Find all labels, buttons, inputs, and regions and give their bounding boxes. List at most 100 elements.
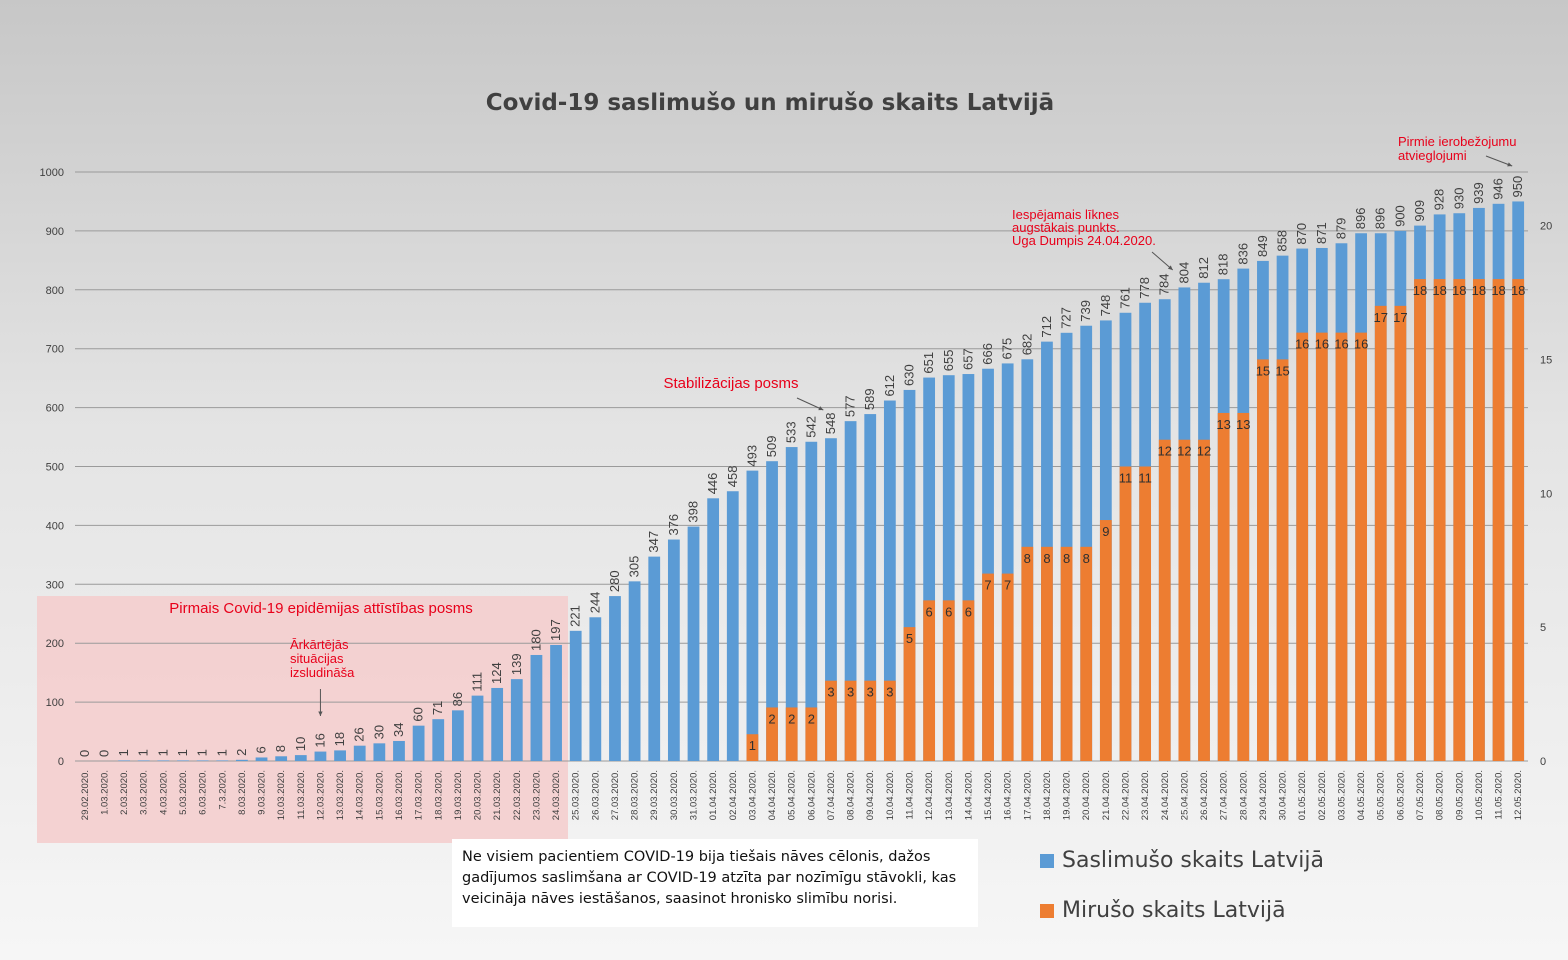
y-tick-label: 300 [46,579,64,591]
deaths-bar [1158,439,1171,761]
deaths-value-label: 3 [867,685,874,700]
cases-bar [805,441,818,761]
cases-value-label: 712 [1039,316,1054,338]
cases-value-label: 305 [627,556,642,578]
cases-value-label: 748 [1098,295,1113,317]
x-tick-label: 13.03.2020. [335,770,346,820]
x-tick-label: 27.03.2020. [610,770,621,820]
cases-value-label: 675 [1000,338,1015,360]
x-tick-label: 09.04.2020. [865,770,876,820]
x-tick-label: 12.05.2020. [1513,770,1524,820]
cases-value-label: 446 [705,473,720,495]
cases-bar [942,375,955,761]
cases-value-label: 879 [1333,218,1348,240]
x-tick-label: 6.03.2020. [198,770,209,815]
cases-value-label: 871 [1314,222,1329,244]
cases-value-label: 6 [254,746,269,753]
deaths-value-label: 13 [1216,417,1230,432]
x-tick-label: 25.03.2020. [571,770,582,820]
cases-bar [275,756,288,761]
x-tick-label: 17.03.2020. [414,770,425,820]
deaths-bar [1492,279,1505,761]
deaths-value-label: 3 [827,685,834,700]
cases-value-label: 870 [1294,223,1309,245]
deaths-value-label: 17 [1374,310,1388,325]
x-tick-label: 20.04.2020. [1081,770,1092,820]
deaths-value-label: 11 [1119,471,1133,486]
deaths-bar [1119,466,1132,761]
annotation-arrow-head [1507,162,1513,167]
deaths-value-label: 16 [1315,337,1329,352]
deaths-value-label: 3 [847,685,854,700]
cases-value-label: 26 [352,727,367,741]
cases-value-label: 812 [1196,257,1211,279]
cases-value-label: 778 [1137,277,1152,299]
x-tick-label: 01.05.2020. [1297,770,1308,820]
cases-value-label: 818 [1216,253,1231,275]
deaths-value-label: 12 [1197,444,1211,459]
cases-value-label: 458 [725,466,740,488]
legend-label-cases: Saslimušo skaits Latvijā [1062,848,1325,873]
cases-value-label: 651 [921,352,936,374]
annotation-arrow-head [1167,265,1173,270]
cases-bar [432,719,445,761]
x-tick-label: 12.03.2020. [315,770,326,820]
cases-bar [923,377,936,761]
deaths-bar [1139,466,1152,761]
x-tick-label: 06.04.2020. [806,770,817,820]
x-tick-label: 4.03.2020. [158,770,169,815]
cases-value-label: 180 [528,629,543,651]
cases-bar [334,750,346,761]
deaths-value-label: 8 [1024,551,1031,566]
deaths-value-label: 2 [788,711,795,726]
emergency-declared-label: situācijas [290,651,344,666]
cases-bar [648,556,661,761]
deaths-bar [825,680,837,761]
deaths-bar [1473,279,1485,761]
cases-bar [177,760,189,761]
cases-bar [137,760,150,761]
legend-label-deaths: Mirušo skaits Latvijā [1062,898,1286,923]
deaths-bar [1198,439,1210,761]
cases-value-label: 577 [843,395,858,417]
cases-value-label: 18 [332,732,347,746]
peak-note-label: Uga Dumpis 24.04.2020. [1012,233,1156,248]
cases-bar [314,751,327,761]
cases-value-label: 950 [1510,176,1525,198]
deaths-bar [1315,332,1328,761]
cases-bar [726,491,739,761]
deaths-value-label: 7 [1004,578,1011,593]
cases-bar [785,447,798,761]
cases-value-label: 939 [1471,182,1486,204]
legend-swatch-cases [1040,854,1054,868]
deaths-bar [1217,412,1230,761]
x-tick-label: 30.04.2020. [1278,770,1289,820]
y-tick-label: 900 [46,226,64,238]
cases-value-label: 60 [411,707,426,721]
x-tick-label: 18.03.2020. [433,770,444,820]
deaths-bar [805,707,818,761]
chart-title: Covid-19 saslimušo un mirušo skaits Latv… [486,90,1054,116]
cases-value-label: 221 [568,605,583,627]
x-tick-label: 10.04.2020. [885,770,896,820]
cases-value-label: 655 [941,350,956,372]
x-tick-label: 02.04.2020. [728,770,739,820]
x-tick-label: 31.03.2020. [689,770,700,820]
cases-bar [373,743,386,761]
x-tick-label: 25.04.2020. [1179,770,1190,820]
deaths-bar [1178,439,1191,761]
cases-value-label: 10 [293,737,308,751]
note-box: Ne visiem pacientiem COVID-19 bija tieša… [452,839,978,927]
cases-bar [667,539,680,761]
x-tick-label: 22.03.2020. [512,770,523,820]
cases-value-label: 727 [1059,307,1074,329]
deaths-value-label: 3 [886,685,893,700]
x-tick-label: 23.04.2020. [1140,770,1151,820]
deaths-value-label: 1 [749,738,756,753]
cases-value-label: 71 [430,701,445,715]
cases-bar [294,755,307,761]
gridlines [75,171,1528,762]
cases-value-label: 900 [1392,205,1407,227]
deaths-bar [1257,359,1269,761]
